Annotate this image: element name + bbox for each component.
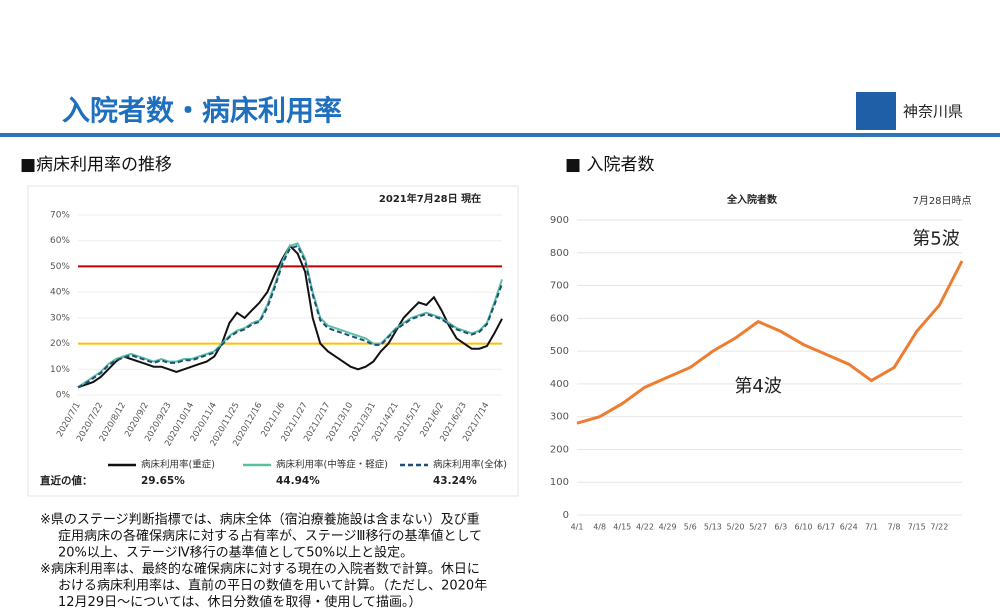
note-line: ※病床利用率は、最終的な確保病床に対する現在の入院者数で計算。休日に	[40, 561, 480, 577]
chart-annotation: 7月28日時点	[912, 195, 971, 207]
note-line: 症用病床の各確保病床に対する占有率が、ステージⅢ移行の基準値として	[58, 528, 482, 544]
recent-label: 直近の値：	[40, 474, 93, 487]
y-tick-label: 900	[550, 215, 569, 226]
x-tick-label: 5/13	[704, 523, 722, 532]
note-line: ※県のステージ判断指標では、病床全体（宿泊療養施設は含まない）及び重	[40, 512, 480, 528]
y-tick-label: 10%	[50, 365, 70, 375]
section-heading: ■病床利用率の推移	[20, 155, 172, 175]
y-tick-label: 300	[550, 412, 569, 423]
y-tick-label: 700	[550, 281, 569, 292]
header-rule	[0, 133, 1000, 137]
wave-label: 第5波	[912, 229, 959, 250]
logo-icon	[856, 92, 896, 130]
recent-value: 44.94%	[276, 475, 320, 487]
data-line	[77, 244, 503, 389]
x-tick-label: 4/22	[636, 523, 654, 532]
y-tick-label: 50%	[50, 262, 70, 272]
legend-label: 病床利用率(全体)	[433, 459, 507, 471]
y-tick-label: 200	[550, 444, 569, 455]
data-line	[576, 260, 964, 425]
x-tick-label: 6/3	[774, 523, 787, 532]
x-tick-label: 6/10	[794, 523, 812, 532]
note-line: おける病床利用率は、直前の平日の数値を用いて計算。（ただし、2020年	[58, 578, 487, 594]
x-tick-label: 7/1	[865, 523, 878, 532]
chart-annotation: 2021年7月28日 現在	[379, 192, 481, 205]
x-tick-label: 4/15	[613, 523, 631, 532]
x-tick-label: 6/24	[840, 523, 858, 532]
x-tick-label: 7/15	[908, 523, 926, 532]
data-line	[77, 242, 503, 389]
recent-value: 29.65%	[141, 475, 185, 487]
y-tick-label: 40%	[50, 288, 70, 298]
slide-title: 入院者数・病床利用率	[62, 94, 342, 127]
legend-label: 病床利用率(重症)	[141, 459, 215, 471]
chart-frame	[27, 185, 519, 497]
x-tick-label: 5/6	[684, 523, 697, 532]
x-tick-label: 4/8	[593, 523, 606, 532]
y-tick-label: 400	[550, 379, 569, 390]
legend-label: 病床利用率(中等症・軽症)	[276, 459, 388, 471]
note-line: 20%以上、ステージⅣ移行の基準値として50%以上と設定。	[58, 545, 413, 561]
y-tick-label: 0	[563, 510, 569, 521]
x-tick-label: 6/17	[817, 523, 835, 532]
x-tick-label: 5/27	[749, 523, 767, 532]
recent-value: 43.24%	[433, 475, 477, 487]
y-tick-label: 500	[550, 346, 569, 357]
y-tick-label: 60%	[50, 236, 70, 246]
y-tick-label: 0%	[56, 391, 71, 401]
y-tick-label: 20%	[50, 339, 70, 349]
y-tick-label: 70%	[50, 211, 70, 221]
x-tick-label: 5/20	[727, 523, 745, 532]
x-tick-label: 7/22	[930, 523, 948, 532]
section-heading: ■ 入院者数	[565, 155, 654, 175]
x-tick-label: 4/1	[571, 523, 584, 532]
y-tick-label: 800	[550, 248, 569, 259]
logo-text: 神奈川県	[903, 103, 963, 121]
y-tick-label: 600	[550, 313, 569, 324]
chart-title: 全入院者数	[726, 193, 778, 206]
wave-label: 第4波	[734, 376, 781, 397]
y-tick-label: 100	[550, 477, 569, 488]
note-line: 12月29日～については、休日分数値を取得・使用して描画。）	[58, 594, 422, 610]
x-tick-label: 4/29	[659, 523, 677, 532]
y-tick-label: 30%	[50, 313, 70, 323]
x-tick-label: 7/8	[888, 523, 901, 532]
